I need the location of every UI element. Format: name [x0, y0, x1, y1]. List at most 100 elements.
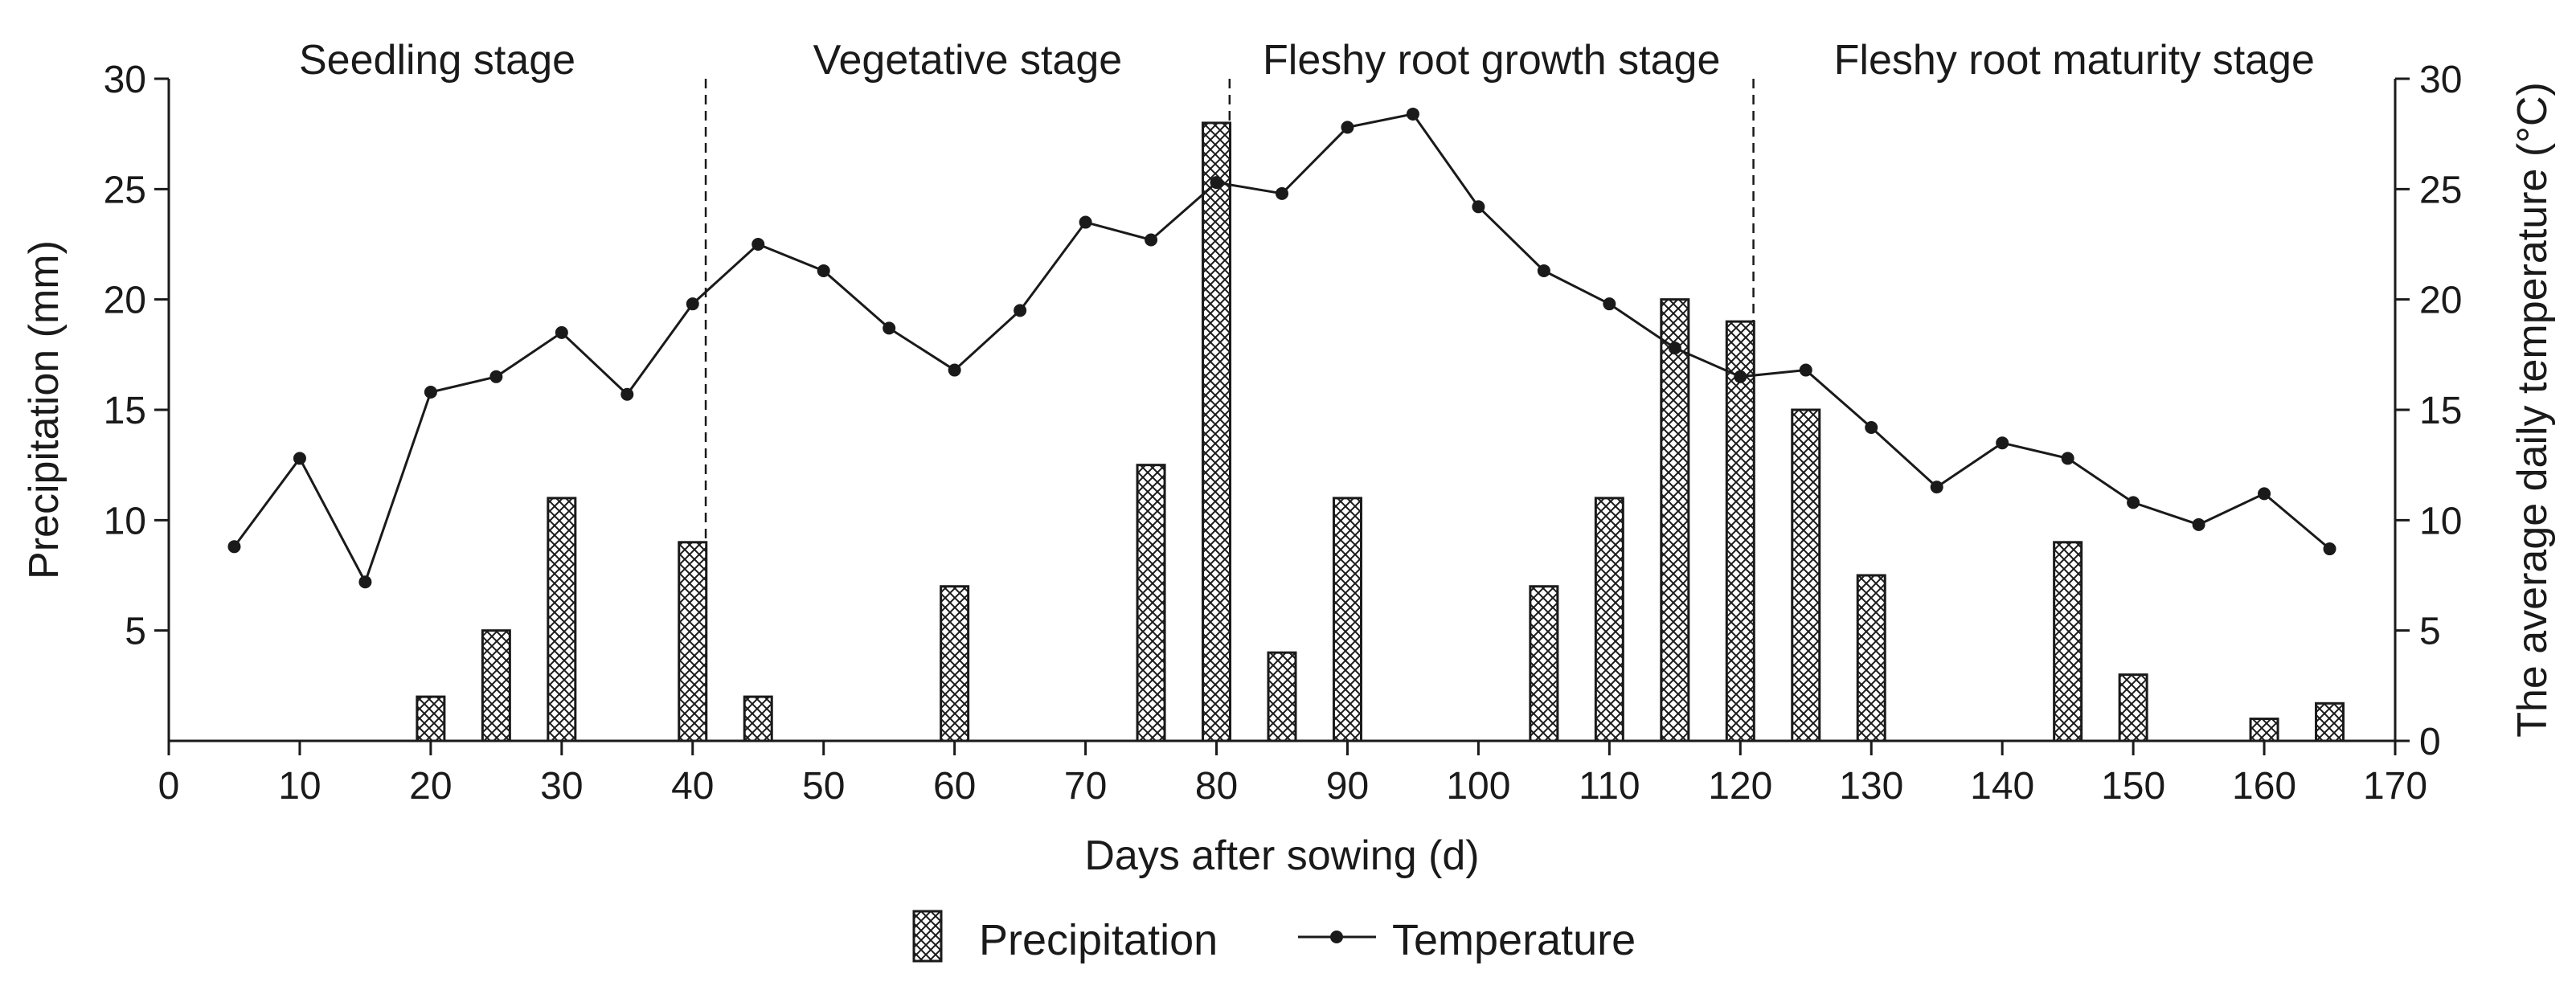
x-tick-label: 100 — [1446, 765, 1510, 808]
stage-label: Fleshy root maturity stage — [1834, 37, 2315, 84]
temperature-point — [293, 452, 306, 465]
y-right-tick-label: 0 — [2419, 721, 2441, 763]
x-tick-label: 20 — [409, 765, 452, 808]
precipitation-bar — [743, 695, 773, 742]
precipitation-bar — [1267, 651, 1297, 742]
temperature-point — [1537, 264, 1550, 277]
precipitation-bar — [678, 541, 708, 742]
temperature-point — [227, 540, 241, 554]
stage-layer: Seedling stage Vegetative stage Fleshy roo… — [299, 37, 2315, 741]
temperature-point — [1603, 297, 1616, 311]
legend-temperature-marker — [1330, 931, 1343, 943]
legend-temperature-label: Temperature — [1392, 916, 1636, 964]
temperature-point — [620, 387, 634, 401]
temperature-point — [1014, 304, 1027, 317]
x-tick-label: 30 — [540, 765, 583, 808]
temperature-point — [1799, 363, 1812, 377]
temperature-point — [2192, 517, 2205, 531]
precipitation-bar — [1856, 574, 1886, 742]
temperature-point — [489, 370, 503, 383]
x-tick-label: 110 — [1579, 765, 1640, 808]
temperature-point — [817, 264, 830, 277]
temperature-point — [948, 363, 961, 377]
y-right-tick-label: 5 — [2419, 611, 2441, 653]
precipitation-bar — [416, 695, 446, 742]
temperature-point — [1341, 121, 1354, 134]
temperature-point — [1734, 370, 1747, 383]
x-tick-label: 70 — [1064, 765, 1107, 808]
y-axis-right-title: The average daily temperature (°C) — [2509, 82, 2556, 738]
temperature-point — [1079, 215, 1092, 229]
precipitation-bar — [2118, 673, 2148, 742]
temperature-point — [1210, 176, 1223, 190]
axes-layer: 0 10 20 30 40 50 60 70 80 90 100 110 120 130 140 150 160… — [21, 59, 2556, 879]
temperature-point — [1276, 186, 1288, 200]
y-left-tick-label: 15 — [104, 390, 146, 432]
precipitation-bar — [1332, 497, 1362, 742]
y-right-tick-label: 20 — [2419, 280, 2462, 322]
stage-label: Vegetative stage — [813, 37, 1123, 84]
precipitation-bar — [547, 497, 577, 742]
x-tick-label: 90 — [1326, 765, 1369, 808]
precipitation-bar — [1529, 585, 1559, 742]
precipitation-bar — [2053, 541, 2083, 742]
x-tick-label: 170 — [2363, 765, 2427, 808]
x-tick-label: 50 — [802, 765, 845, 808]
temperature-point — [883, 321, 896, 335]
temperature-point — [2258, 487, 2271, 501]
x-axis-title: Days after sowing (d) — [1084, 832, 1479, 879]
precipitation-bar — [2249, 718, 2279, 742]
temperature-line-layer — [227, 107, 2336, 589]
x-tick-label: 130 — [1839, 765, 1903, 808]
precipitation-bar — [481, 629, 511, 742]
x-tick-label: 40 — [671, 765, 714, 808]
precipitation-bar — [1202, 121, 1232, 742]
x-tick-label: 140 — [1970, 765, 2034, 808]
y-right-tick-label: 30 — [2419, 59, 2462, 101]
temperature-point — [2061, 452, 2074, 465]
stage-label: Seedling stage — [299, 37, 575, 84]
temperature-point — [358, 575, 372, 589]
temperature-point — [1865, 420, 1878, 434]
x-tick-label: 80 — [1195, 765, 1238, 808]
y-left-tick-label: 25 — [104, 169, 146, 211]
temperature-point — [2323, 542, 2336, 556]
y-right-tick-label: 25 — [2419, 169, 2462, 211]
precipitation-bar — [940, 585, 970, 742]
precipitation-bar — [1594, 497, 1624, 742]
y-axis-left-title: Precipitation (mm) — [21, 240, 68, 579]
temperature-point — [555, 325, 568, 339]
precipitation-bar — [1791, 408, 1821, 742]
x-tick-label: 60 — [933, 765, 976, 808]
y-left-tick-label: 30 — [104, 59, 146, 101]
precipitation-bar — [2315, 702, 2345, 742]
y-right-tick-label: 15 — [2419, 390, 2462, 432]
x-tick-label: 120 — [1708, 765, 1772, 808]
temperature-point — [1996, 436, 2009, 450]
y-left-tick-label: 20 — [104, 280, 146, 322]
temperature-point — [1668, 342, 1681, 355]
precipitation-bar — [1725, 320, 1755, 742]
temperature-point — [1930, 481, 1943, 494]
temperature-point — [686, 297, 699, 311]
temperature-point — [2127, 496, 2140, 509]
y-left-tick-label: 5 — [125, 611, 146, 653]
temperature-point — [1472, 200, 1485, 214]
precipitation-bar — [1136, 464, 1166, 742]
temperature-point — [752, 238, 765, 251]
x-tick-label: 160 — [2232, 765, 2296, 808]
y-right-tick-label: 10 — [2419, 500, 2462, 542]
legend: Precipitation Temperature — [912, 910, 1636, 964]
temperature-point — [424, 386, 437, 399]
x-tick-label: 10 — [278, 765, 321, 808]
precipitation-bar — [1660, 298, 1690, 742]
x-tick-label: 0 — [158, 765, 180, 808]
precipitation-bars — [416, 121, 2345, 742]
y-left-tick-label: 10 — [104, 500, 146, 542]
x-tick-label: 150 — [2101, 765, 2165, 808]
temperature-point — [1145, 233, 1158, 247]
legend-precipitation-swatch — [912, 910, 943, 963]
temperature-point — [1406, 107, 1419, 121]
